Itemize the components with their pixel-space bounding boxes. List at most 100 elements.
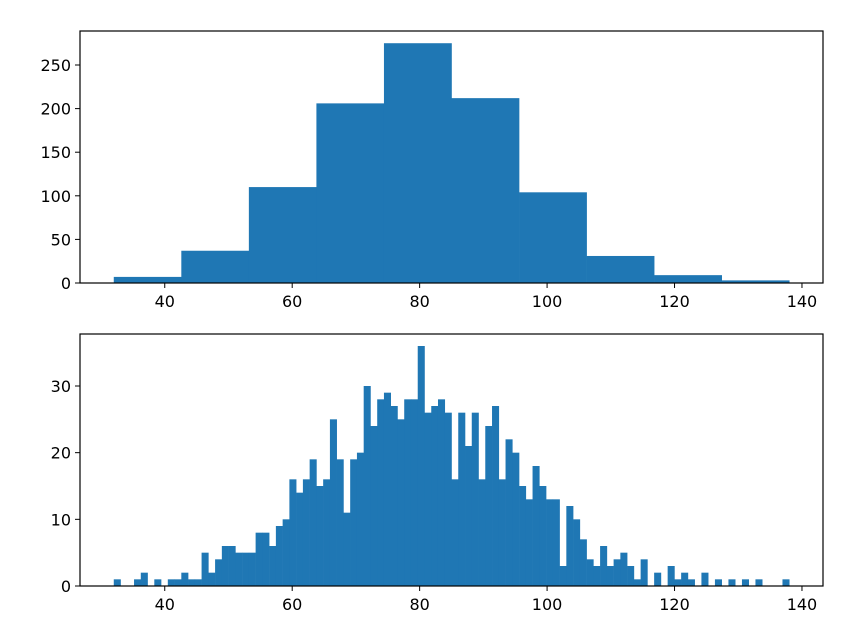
x-tick-label: 60 xyxy=(282,595,302,614)
histogram-bar xyxy=(201,552,209,586)
histogram-bar xyxy=(181,572,189,586)
histogram-bar xyxy=(559,566,567,586)
histogram-bar xyxy=(613,559,621,586)
histogram-bar xyxy=(390,406,398,586)
histogram-bar xyxy=(627,566,635,586)
x-tick-label: 40 xyxy=(155,292,175,311)
histogram-bar xyxy=(363,386,371,586)
x-tick-label: 100 xyxy=(532,595,563,614)
histogram-bar xyxy=(248,552,256,586)
histogram-bar xyxy=(215,559,223,586)
histogram-bar xyxy=(309,459,317,586)
histogram-bar xyxy=(417,346,425,586)
histogram-bar xyxy=(674,579,682,586)
x-tick-label: 80 xyxy=(409,595,429,614)
histogram-bar xyxy=(741,579,749,586)
histogram-bar xyxy=(485,426,493,586)
histogram-bar xyxy=(377,399,385,586)
histogram-bar xyxy=(728,579,736,586)
histogram-bar xyxy=(478,479,486,586)
y-tick-label: 0 xyxy=(61,577,71,596)
histogram-bar xyxy=(282,519,290,586)
histogram-bar xyxy=(350,459,358,586)
histogram-bar xyxy=(404,399,412,586)
bottom-histogram: 40 60 80 100 120 140 0 10 20 30 xyxy=(51,333,824,614)
histogram-bar xyxy=(208,572,216,586)
histogram-bar xyxy=(336,459,344,586)
histogram-bar xyxy=(221,546,229,586)
histogram-bar xyxy=(424,412,432,586)
histogram-bar xyxy=(235,552,243,586)
histogram-bar xyxy=(755,579,763,586)
histogram-bar xyxy=(451,479,459,586)
y-tick-label: 100 xyxy=(40,187,71,206)
x-tick-label: 120 xyxy=(659,292,690,311)
histogram-bar xyxy=(566,506,574,586)
histogram-bar xyxy=(721,280,790,283)
histogram-bar xyxy=(431,406,439,586)
y-tick-label: 150 xyxy=(40,143,71,162)
histogram-bar xyxy=(640,559,648,586)
histogram-bar xyxy=(552,499,560,586)
histogram-bar xyxy=(370,426,378,586)
histogram-bar xyxy=(620,552,628,586)
histogram-bar xyxy=(492,406,500,586)
axes-frame xyxy=(79,30,824,284)
histogram-bar xyxy=(275,526,283,586)
y-tick-label: 20 xyxy=(51,444,71,463)
x-tick-label: 80 xyxy=(409,292,429,311)
y-tick-label: 10 xyxy=(51,510,71,529)
x-tick-label: 100 xyxy=(532,292,563,311)
x-tick-label: 140 xyxy=(787,292,818,311)
histogram-bar xyxy=(687,579,695,586)
histogram-bar xyxy=(316,486,324,586)
histogram-bar xyxy=(262,532,270,586)
histogram-bar xyxy=(539,486,547,586)
histogram-bar xyxy=(181,250,250,283)
histogram-bar xyxy=(383,392,391,586)
histogram-bar xyxy=(242,552,250,586)
histogram-bar xyxy=(437,399,446,586)
histogram-bar xyxy=(593,566,601,586)
x-tick-label: 60 xyxy=(282,292,302,311)
histogram-bar xyxy=(458,412,466,586)
histogram-bar xyxy=(255,532,263,586)
histogram-bar xyxy=(113,276,182,283)
histogram-bar xyxy=(154,579,162,586)
histogram-bar xyxy=(600,546,608,586)
histogram-bar xyxy=(465,446,473,586)
histogram-bar xyxy=(316,103,385,284)
histogram-bar xyxy=(188,579,196,586)
histogram-bar xyxy=(667,566,675,586)
histogram-bar xyxy=(586,559,594,586)
histogram-bar xyxy=(714,579,722,586)
histogram-bar xyxy=(525,499,533,586)
histogram-bar xyxy=(451,98,520,283)
histogram-bar xyxy=(140,572,148,586)
y-tick-label: 200 xyxy=(40,100,71,119)
histogram-bar xyxy=(654,275,722,283)
histogram-bar xyxy=(782,579,790,586)
histogram-bar xyxy=(174,579,182,586)
top-histogram: 40 60 80 100 120 140 0 50 100 150 200 250 xyxy=(40,30,824,311)
histogram-bar xyxy=(505,439,513,586)
histogram-bar xyxy=(444,412,452,586)
y-tick-label: 250 xyxy=(40,56,71,75)
histogram-bar xyxy=(654,572,662,586)
histogram-bar xyxy=(269,546,277,586)
histogram-bar xyxy=(194,579,202,586)
histogram-bar xyxy=(356,452,364,586)
y-tick-label: 50 xyxy=(51,230,71,249)
histogram-bar xyxy=(397,419,405,586)
histogram-bar xyxy=(343,512,351,586)
histogram-bar xyxy=(302,479,310,586)
histogram-bar xyxy=(573,519,581,586)
histogram-bar xyxy=(329,419,337,586)
histogram-bar xyxy=(383,43,452,284)
histogram-bar xyxy=(546,499,554,586)
x-tick-label: 120 xyxy=(659,595,690,614)
y-tick-label: 30 xyxy=(51,377,71,396)
histogram-bar xyxy=(519,486,527,586)
histogram-bar xyxy=(701,572,709,586)
histogram-bar xyxy=(167,579,175,586)
